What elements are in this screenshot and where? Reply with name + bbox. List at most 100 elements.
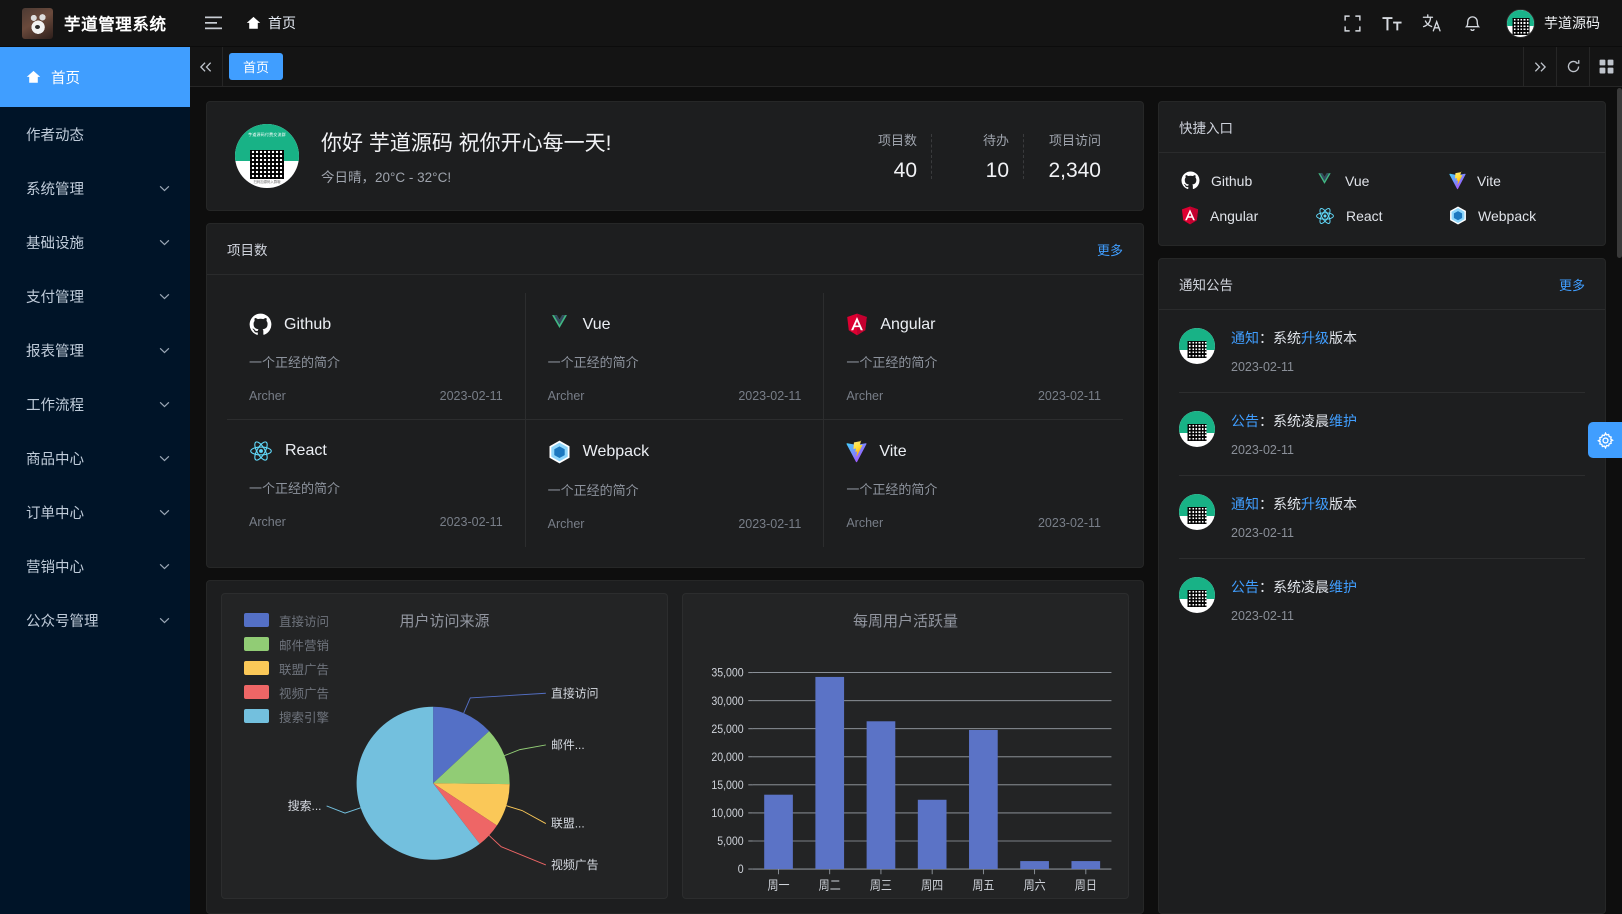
translate-icon[interactable] xyxy=(1412,0,1452,47)
font-size-icon[interactable] xyxy=(1372,0,1412,47)
notice-title[interactable]: 通知：系统升级版本 xyxy=(1231,328,1585,348)
project-card-webpack[interactable]: Webpack 一个正经的简介 Archer 2023-02-11 xyxy=(526,420,825,547)
pie-slice[interactable] xyxy=(433,731,510,785)
brand[interactable]: 芋道管理系统 xyxy=(0,7,190,39)
pie-slice[interactable] xyxy=(433,783,497,844)
project-card-vue[interactable]: Vue 一个正经的简介 Archer 2023-02-11 xyxy=(525,293,825,420)
notice-title[interactable]: 通知：系统升级版本 xyxy=(1231,494,1585,514)
sidebar-item-marketing-center[interactable]: 营销中心 xyxy=(0,539,190,593)
x-axis-tick-label: 周四 xyxy=(921,879,943,893)
legend-swatch xyxy=(244,709,269,723)
user-menu[interactable]: 芋道源码 xyxy=(1492,8,1608,38)
notice-title[interactable]: 公告：系统凌晨维护 xyxy=(1231,411,1585,431)
notice-main: 公告：系统凌晨维护 2023-02-11 xyxy=(1231,577,1585,623)
stat-projects: 项目数 40 xyxy=(839,130,931,183)
bar[interactable] xyxy=(1020,861,1049,870)
project-card-angular[interactable]: Angular 一个正经的简介 Archer 2023-02-11 xyxy=(824,293,1123,420)
double-chevron-left-icon[interactable] xyxy=(190,47,223,86)
pie-slice[interactable] xyxy=(433,706,490,784)
legend-item[interactable]: 联盟广告 xyxy=(244,656,329,680)
project-author: Archer xyxy=(249,515,286,529)
project-top: Vue xyxy=(548,313,802,336)
pie-slice-label: 视频广告 xyxy=(551,858,599,872)
github-icon xyxy=(249,313,272,336)
qr-avatar-icon xyxy=(1179,494,1215,530)
project-date: 2023-02-11 xyxy=(1037,389,1101,403)
tab-label: 首页 xyxy=(243,60,270,75)
tabs-bar: 首页 xyxy=(190,47,1622,87)
project-top: Github xyxy=(249,313,503,336)
pie-slice[interactable] xyxy=(433,783,510,826)
projects-card: 项目数 更多 xyxy=(206,223,1144,568)
project-name: Webpack xyxy=(582,443,650,460)
notice-plain: ：系统凌晨 xyxy=(1259,413,1329,429)
quick-entry-angular[interactable]: Angular xyxy=(1181,206,1315,225)
bar[interactable] xyxy=(815,676,845,870)
project-author: Archer xyxy=(846,516,884,530)
project-date: 2023-02-11 xyxy=(439,515,503,529)
project-card-vite[interactable]: Vite 一个正经的简介 Archer 2023-02-11 xyxy=(824,420,1123,547)
legend-item[interactable]: 视频广告 xyxy=(244,680,329,704)
sidebar-item-system-management[interactable]: 系统管理 xyxy=(0,161,190,215)
quick-entry-webpack[interactable]: Webpack xyxy=(1449,206,1583,225)
bar[interactable] xyxy=(917,799,947,870)
fullscreen-icon[interactable] xyxy=(1332,0,1372,47)
notice-title[interactable]: 公告：系统凌晨维护 xyxy=(1231,577,1585,597)
stat-value: 2,340 xyxy=(1048,158,1101,182)
notice-item[interactable]: 通知：系统升级版本 2023-02-11 xyxy=(1179,476,1585,559)
home-icon xyxy=(26,70,41,84)
sidebar-item-infrastructure[interactable]: 基础设施 xyxy=(0,215,190,269)
sidebar-item-author-news[interactable]: 作者动态 xyxy=(0,107,190,161)
quick-entry-body: Github Vue xyxy=(1159,153,1605,245)
project-card-github[interactable]: Github 一个正经的简介 Archer 2023-02-11 xyxy=(227,293,526,420)
notices-body: 通知：系统升级版本 2023-02-11 公告：系统凌晨维护 2023-02-1… xyxy=(1159,310,1605,641)
breadcrumb[interactable]: 首页 xyxy=(236,13,306,33)
bar[interactable] xyxy=(866,721,896,870)
quick-entry-label: Webpack xyxy=(1478,207,1537,224)
pie-chart-title: 用户访问来源 xyxy=(399,613,490,630)
tab-home[interactable]: 首页 xyxy=(229,53,284,80)
double-chevron-right-icon[interactable] xyxy=(1523,47,1556,86)
sidebar-item-payment-management[interactable]: 支付管理 xyxy=(0,269,190,323)
quick-entry-vue[interactable]: Vue xyxy=(1315,171,1449,190)
notice-item[interactable]: 公告：系统凌晨维护 2023-02-11 xyxy=(1179,559,1585,641)
hamburger-icon[interactable] xyxy=(190,0,236,47)
pie-label-leader xyxy=(488,835,547,866)
project-card-react[interactable]: React 一个正经的简介 Archer 2023-02-11 xyxy=(227,420,526,547)
sidebar-item-order-center[interactable]: 订单中心 xyxy=(0,485,190,539)
notices-card: 通知公告 更多 通知：系统升级版本 2023-02-11 xyxy=(1158,258,1606,914)
quick-entry-github[interactable]: Github xyxy=(1181,171,1315,190)
sidebar-item-official-account-management[interactable]: 公众号管理 xyxy=(0,593,190,647)
quick-entry-vite[interactable]: Vite xyxy=(1449,171,1583,190)
sidebar-item-workflow[interactable]: 工作流程 xyxy=(0,377,190,431)
refresh-icon[interactable] xyxy=(1556,47,1589,86)
settings-drawer-button[interactable] xyxy=(1588,422,1622,458)
vite-icon xyxy=(846,440,867,463)
y-axis-tick-label: 35,000 xyxy=(711,667,743,680)
legend-item[interactable]: 搜索引擎 xyxy=(244,704,329,728)
sidebar-item-report-management[interactable]: 报表管理 xyxy=(0,323,190,377)
bell-icon[interactable] xyxy=(1452,0,1492,47)
quick-entry-header: 快捷入口 xyxy=(1159,102,1605,153)
legend-item[interactable]: 邮件营销 xyxy=(244,632,329,656)
sidebar-item-product-center[interactable]: 商品中心 xyxy=(0,431,190,485)
bar[interactable] xyxy=(764,794,793,870)
grid-layout-icon[interactable] xyxy=(1589,47,1622,86)
notices-more-link[interactable]: 更多 xyxy=(1558,277,1585,293)
sidebar-item-home[interactable]: 首页 xyxy=(0,47,190,107)
project-date: 2023-02-11 xyxy=(1037,516,1101,530)
notice-item[interactable]: 通知：系统升级版本 2023-02-11 xyxy=(1179,310,1585,393)
projects-card-title: 项目数 xyxy=(227,243,268,258)
quick-entry-react[interactable]: React xyxy=(1315,206,1449,225)
chevron-down-icon xyxy=(159,563,170,570)
page-scrollbar[interactable] xyxy=(1617,88,1622,258)
pie-label-leader xyxy=(504,744,546,757)
pie-slice[interactable] xyxy=(356,706,480,860)
sidebar-item-label: 商品中心 xyxy=(26,451,84,468)
bar[interactable] xyxy=(969,729,998,870)
notice-item[interactable]: 公告：系统凌晨维护 2023-02-11 xyxy=(1179,393,1585,476)
bar[interactable] xyxy=(1071,861,1101,870)
legend-item[interactable]: 直接访问 xyxy=(244,608,329,632)
tabs-scroll-area: 首页 xyxy=(223,47,1523,86)
projects-more-link[interactable]: 更多 xyxy=(1096,242,1123,258)
